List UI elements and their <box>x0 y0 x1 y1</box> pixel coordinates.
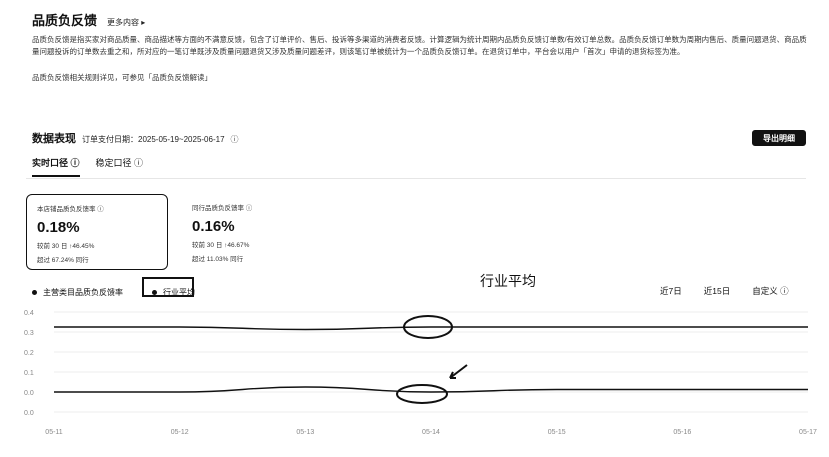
tab-divider <box>26 178 806 179</box>
tab-realtime[interactable]: 实时口径 ⓘ <box>32 156 80 177</box>
section-title: 数据表现 <box>32 133 76 145</box>
x-tick-label: 05-15 <box>548 429 566 436</box>
trend-chart: 0.40.30.20.10.00.0 05-11 05-12 05-13 05-14 0… <box>24 310 817 436</box>
caliber-tabs: 实时口径 ⓘ 稳定口径 ⓘ <box>32 156 143 177</box>
legend-label: 行业平均 <box>163 288 195 297</box>
page-title: 品质负反馈 <box>32 13 98 28</box>
y-axis-ticks: 0.4 0.3 0.2 0.1 0.0 0.0 <box>24 310 34 417</box>
export-details-button[interactable]: 导出明细 <box>752 130 806 146</box>
range-custom[interactable]: 自定义 ⓘ <box>752 286 789 296</box>
description-note[interactable]: 品质负反馈相关规则详见，可参见「品质负反馈解读」 <box>32 73 212 82</box>
metric-label: 同行品质负反馈率 ⓘ <box>192 205 253 212</box>
date-range-label: 订单支付日期：2025-05-19~2025-06-17 <box>82 135 225 144</box>
metric-change: 较前 30 日 ↑46.67% <box>192 242 250 249</box>
legend-item-industry-average[interactable]: 行业平均 <box>152 287 195 298</box>
chart-annotations <box>396 315 468 404</box>
y-tick-label: 0.1 <box>24 370 34 377</box>
x-tick-label: 05-17 <box>799 429 817 436</box>
data-section-header: 数据表现 订单支付日期：2025-05-19~2025-06-17 ⓘ <box>32 130 239 146</box>
y-tick-label: 0.0 <box>24 410 34 417</box>
info-icon[interactable]: ⓘ <box>230 135 239 144</box>
legend-item-category[interactable]: 主营类目品质负反馈率 <box>32 287 123 298</box>
metric-card-peer[interactable]: 同行品质负反馈率 ⓘ 0.16% 较前 30 日 ↑46.67% 超过 11.0… <box>182 194 324 270</box>
metric-value: 0.18% <box>37 219 80 236</box>
y-tick-label: 0.4 <box>24 310 34 317</box>
metric-peer-compare: 超过 11.03% 同行 <box>192 256 244 263</box>
x-tick-label: 05-12 <box>171 429 189 436</box>
more-content-link[interactable]: 更多内容 ▸ <box>107 18 146 27</box>
metric-card-store[interactable]: 本店铺品质负反馈率 ⓘ 0.18% 较前 30 日 ↑46.45% 超过 67.… <box>26 194 168 270</box>
legend-dot-icon <box>152 290 157 295</box>
annotation-label: 行业平均 <box>480 273 536 289</box>
legend-dot-icon <box>32 290 37 295</box>
x-axis-ticks: 05-11 05-12 05-13 05-14 05-15 05-16 05-17 <box>45 429 817 436</box>
metric-change: 较前 30 日 ↑46.45% <box>37 243 95 250</box>
y-tick-label: 0.2 <box>24 350 34 357</box>
chart-lines <box>53 326 809 393</box>
y-tick-label: 0.0 <box>24 390 34 397</box>
legend-highlight-box <box>142 277 194 297</box>
highlight-ellipse <box>403 315 453 339</box>
x-tick-label: 05-13 <box>296 429 314 436</box>
range-selector: 近7日 近15日 自定义 ⓘ <box>660 285 789 297</box>
series-line-1 <box>54 386 808 393</box>
metric-value: 0.16% <box>192 218 235 235</box>
metric-peer-compare: 超过 67.24% 同行 <box>37 257 89 264</box>
x-tick-label: 05-11 <box>45 429 62 436</box>
highlight-ellipse <box>396 384 448 404</box>
series-line-0 <box>53 326 808 331</box>
legend-label: 主营类目品质负反馈率 <box>43 288 123 297</box>
range-7-days[interactable]: 近7日 <box>660 286 682 296</box>
range-15-days[interactable]: 近15日 <box>703 286 731 296</box>
metric-label: 本店铺品质负反馈率 ⓘ <box>37 206 104 213</box>
annotation-arrow <box>449 364 468 379</box>
page-header: 品质负反馈 更多内容 ▸ <box>32 10 145 29</box>
x-tick-label: 05-16 <box>673 429 691 436</box>
y-tick-label: 0.3 <box>24 330 34 337</box>
tab-stable[interactable]: 稳定口径 ⓘ <box>95 158 144 168</box>
x-tick-label: 05-14 <box>422 429 440 436</box>
description-text: 品质负反馈是指买家对商品质量、商品描述等方面的不满意反馈，包含了订单评价、售后、… <box>32 35 807 56</box>
